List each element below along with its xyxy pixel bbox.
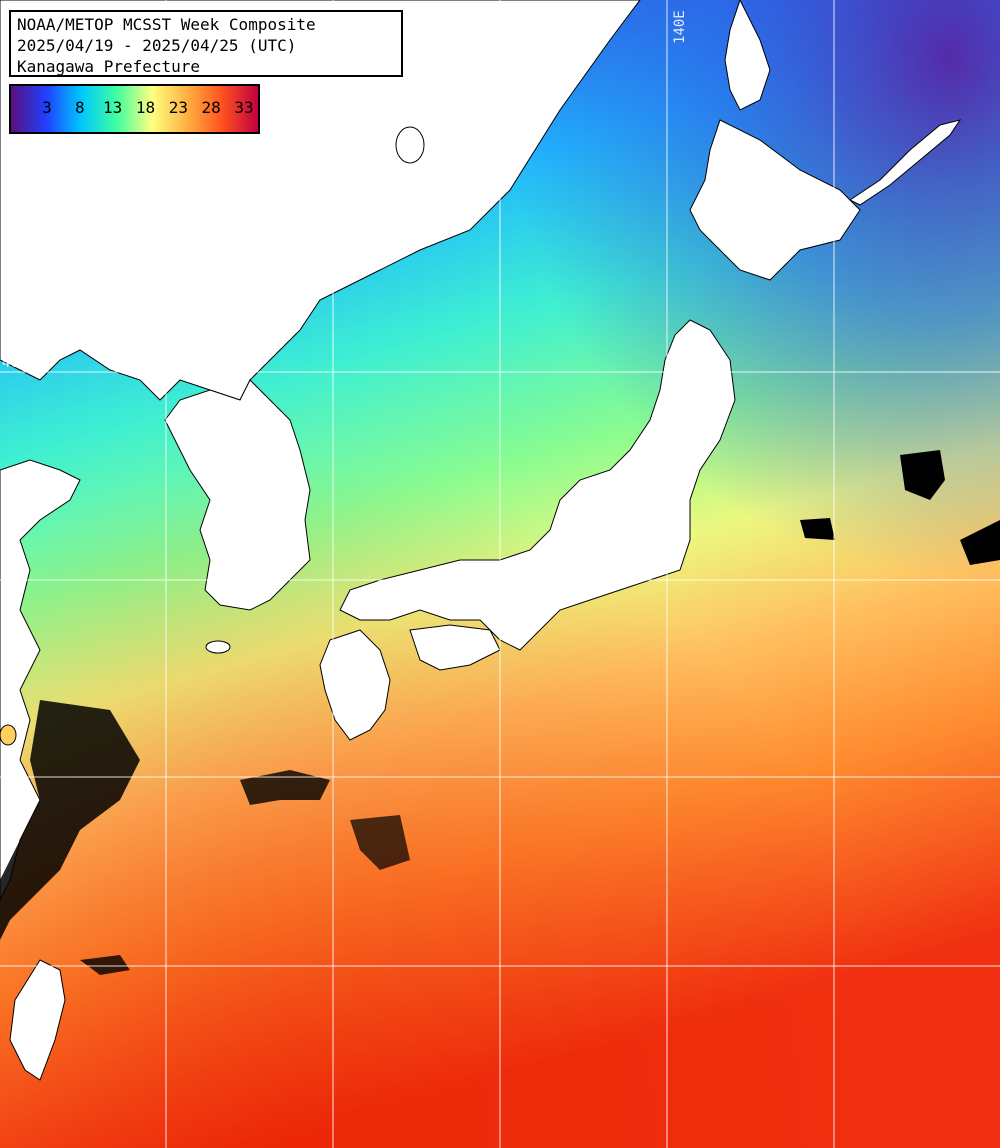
lon-label: 140E (672, 10, 688, 44)
lat-label: 40N (2, 355, 27, 371)
land-island-3 (0, 724, 17, 746)
scale-tick-3: 3 (42, 98, 52, 117)
scale-tick-28: 28 (201, 98, 221, 117)
land-korean-peninsula (164, 379, 311, 611)
map-title-box: NOAA/METOP MCSST Week Composite 2025/04/… (9, 10, 403, 77)
title-line-1: NOAA/METOP MCSST Week Composite (17, 15, 316, 34)
land-shikoku (409, 624, 501, 671)
land-kurils (849, 119, 962, 206)
color-scale-gradient (11, 86, 258, 132)
land-island-2 (205, 640, 231, 654)
no-data-patches (0, 450, 1000, 975)
scale-tick-23: 23 (168, 98, 188, 117)
land-kyushu (319, 629, 391, 741)
scale-tick-33: 33 (234, 98, 254, 117)
title-line-3: Kanagawa Prefecture (17, 57, 201, 76)
land-honshu (339, 319, 736, 651)
scale-tick-18: 18 (135, 98, 156, 117)
color-scale-legend: 3 8 13 18 23 28 33 (9, 84, 260, 134)
color-scale-labels: 3 8 13 18 23 28 33 (11, 98, 258, 122)
land-taiwan (9, 959, 66, 1081)
land-island-1 (395, 126, 425, 164)
scale-tick-13: 13 (103, 98, 123, 117)
land-hokkaido (689, 119, 861, 281)
land-sakhalin (724, 0, 771, 111)
title-line-2: 2025/04/19 - 2025/04/25 (UTC) (17, 36, 297, 55)
scale-tick-8: 8 (75, 98, 85, 117)
